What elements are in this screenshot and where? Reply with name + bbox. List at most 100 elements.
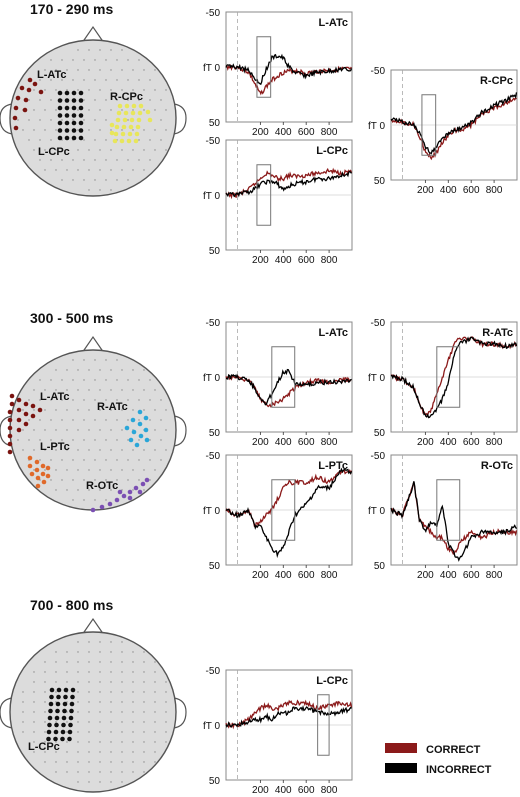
- cluster-sensor-r-cpc: [126, 138, 132, 144]
- x-tick-label: 400: [275, 570, 292, 581]
- sensor-dot: [110, 761, 112, 763]
- cluster-sensor-l-atc: [37, 407, 43, 413]
- sensor-dot: [88, 781, 90, 783]
- y-tick-label: 50: [374, 176, 386, 187]
- x-tick-label: 200: [252, 785, 269, 796]
- cluster-sensor-l-atc: [16, 427, 22, 433]
- y-tick-label: -50: [206, 666, 221, 677]
- sensor-dot: [132, 69, 134, 71]
- sensor-dot: [116, 359, 118, 361]
- sensor-dot: [72, 359, 74, 361]
- sensor-dot: [165, 741, 167, 743]
- cluster-sensor-l-ptc: [34, 467, 40, 473]
- head-map-window-1: [0, 25, 187, 197]
- sensor-dot: [99, 409, 101, 411]
- x-tick-label: 600: [298, 127, 315, 138]
- sensor-dot: [83, 139, 85, 141]
- sensor-dot: [22, 721, 24, 723]
- sensor-dot: [121, 369, 123, 371]
- cluster-sensor-l-atc: [27, 77, 33, 83]
- sensor-dot: [99, 671, 101, 673]
- cluster-sensor-l-cpc: [64, 128, 70, 133]
- sensor-dot: [39, 159, 41, 161]
- series-line-incorrect: [390, 481, 518, 562]
- sensor-dot: [138, 79, 140, 81]
- cluster-sensor-r-atc: [144, 437, 150, 443]
- sensor-dot: [55, 671, 57, 673]
- sensor-dot: [160, 99, 162, 101]
- sensor-dot: [149, 419, 151, 421]
- sensor-dot: [33, 429, 35, 431]
- sensor-dot: [61, 379, 63, 381]
- sensor-dot: [127, 59, 129, 61]
- sensor-dot: [99, 741, 101, 743]
- sensor-dot: [72, 419, 74, 421]
- sensor-dot: [165, 129, 167, 131]
- sensor-dot: [55, 741, 57, 743]
- panel-r-cpc-3: -50 fT 0 50 200 400 600 800 R-CPc: [368, 66, 518, 196]
- sensor-dot: [165, 731, 167, 733]
- sensor-dot: [154, 691, 156, 693]
- right-ear-icon: [173, 103, 187, 135]
- sensor-dot: [33, 109, 35, 111]
- cluster-sensor-l-cpc: [53, 729, 59, 735]
- sensor-dot: [165, 109, 167, 111]
- cluster-sensor-l-ptc: [27, 455, 33, 461]
- sensor-dot: [77, 771, 79, 773]
- cluster-sensor-l-atc: [19, 85, 25, 91]
- cluster-sensor-l-cpc: [78, 113, 84, 118]
- cluster-sensor-l-cpc: [62, 708, 67, 714]
- sensor-dot: [88, 741, 90, 743]
- sensor-dot: [121, 731, 123, 733]
- waveform-panels: -50 fT 0 50 200 400 600 800 L-ATc -50 fT 0 50 200 40…: [203, 8, 518, 796]
- head2-label-r-atc: R-ATc: [97, 401, 128, 413]
- x-tick-label: 200: [252, 437, 269, 448]
- y-tick-label: -50: [371, 451, 386, 462]
- sensor-dot: [83, 119, 85, 121]
- sensor-dot: [116, 419, 118, 421]
- cluster-sensor-r-cpc: [120, 131, 126, 137]
- cluster-sensor-l-atc: [13, 125, 19, 131]
- sensor-dot: [44, 389, 46, 391]
- sensor-dot: [132, 731, 134, 733]
- sensor-dot: [61, 479, 63, 481]
- sensor-dot: [143, 711, 145, 713]
- y-tick-label: fT 0: [368, 506, 385, 517]
- cluster-sensor-l-atc: [7, 417, 13, 423]
- sensor-dot: [77, 651, 79, 653]
- sensor-dot: [110, 731, 112, 733]
- analysis-window-box: [271, 479, 296, 541]
- sensor-dot: [55, 149, 57, 151]
- sensor-dot: [149, 79, 151, 81]
- sensor-dot: [83, 359, 85, 361]
- cluster-sensor-r-otc: [144, 477, 150, 483]
- sensor-dot: [33, 409, 35, 411]
- sensor-dot: [116, 99, 118, 101]
- sensor-dot: [105, 179, 107, 181]
- sensor-dot: [50, 479, 52, 481]
- sensor-dot: [132, 651, 134, 653]
- sensor-dot: [44, 721, 46, 723]
- sensor-dot: [143, 389, 145, 391]
- sensor-dot: [77, 449, 79, 451]
- sensor-dot: [61, 159, 63, 161]
- cluster-sensor-l-atc: [7, 425, 13, 431]
- sensor-dot: [61, 119, 63, 121]
- sensor-dot: [83, 159, 85, 161]
- sensor-dot: [55, 389, 57, 391]
- cluster-sensor-l-cpc: [71, 120, 77, 126]
- panel-r-otc-7: -50 fT 0 50 200 400 600 800 R-OTc: [368, 451, 518, 581]
- sensor-dot: [66, 751, 68, 753]
- head-outline: [9, 39, 177, 197]
- cluster-sensor-l-atc: [7, 449, 13, 455]
- sensor-dot: [110, 751, 112, 753]
- sensor-dot: [55, 771, 57, 773]
- cluster-sensor-r-cpc: [119, 138, 125, 144]
- cluster-sensor-l-atc: [9, 401, 15, 407]
- sensor-dot: [143, 761, 145, 763]
- sensor-dot: [105, 419, 107, 421]
- analysis-window-box: [256, 36, 272, 98]
- y-tick-label: -50: [206, 318, 221, 329]
- x-tick-label: 400: [275, 785, 292, 796]
- cluster-sensor-l-cpc: [63, 687, 69, 693]
